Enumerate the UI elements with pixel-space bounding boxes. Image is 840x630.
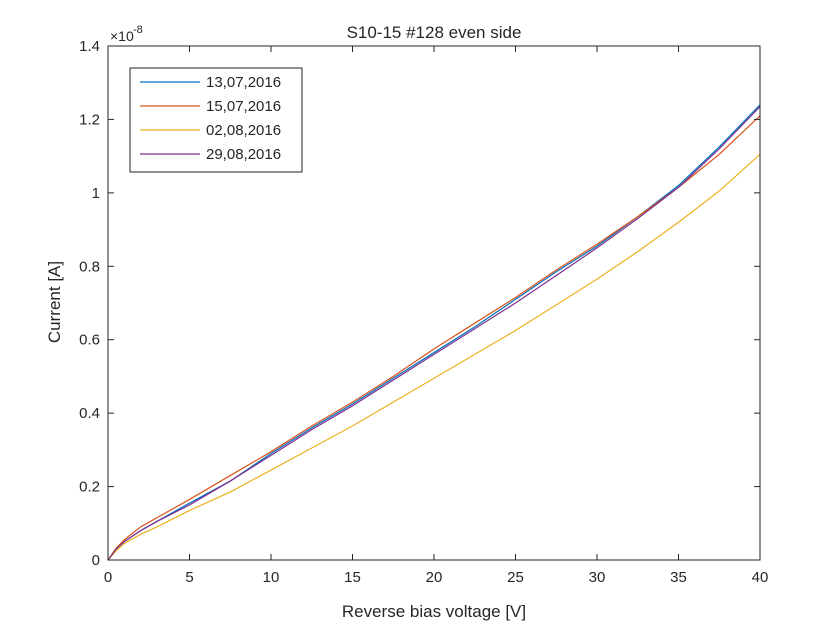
series-line-4 [107, 106, 761, 561]
legend: 13,07,2016 15,07,2016 02,08,2016 29,08,2016 [129, 67, 303, 173]
x-tick-label: 40 [752, 569, 769, 586]
axes-layer: 0 5 10 15 20 25 30 35 40 0 0.2 0.4 0.6 0.8 1 1.2 1.4 [79, 38, 768, 586]
legend-label-1: 13,07,2016 [206, 74, 281, 91]
y-tick-label: 1 [92, 185, 100, 202]
y-exponent-power: -8 [133, 24, 143, 36]
y-tick-label: 0.6 [79, 332, 100, 349]
x-tick-label: 20 [426, 569, 443, 586]
y-tick-label: 1.2 [79, 111, 100, 128]
x-axis-label: Reverse bias voltage [V] [342, 602, 526, 621]
x-tick-label: 30 [589, 569, 606, 586]
legend-label-2: 15,07,2016 [206, 98, 281, 115]
y-exponent-base: ×10 [110, 28, 134, 44]
legend-label-3: 02,08,2016 [206, 122, 281, 139]
y-tick-label: 0.2 [79, 479, 100, 496]
x-tick-label: 35 [670, 569, 687, 586]
x-tick-label: 0 [104, 569, 112, 586]
series-layer [107, 104, 761, 561]
y-axis-label: Current [A] [45, 261, 64, 343]
y-exponent-label: ×10 -8 [110, 24, 143, 44]
y-tick-label: 1.4 [79, 38, 100, 55]
y-tick-label: 0.8 [79, 258, 100, 275]
series-line-2 [107, 115, 761, 561]
legend-label-4: 29,08,2016 [206, 146, 281, 163]
legend-box [129, 67, 303, 173]
x-tick-label: 15 [344, 569, 361, 586]
chart-title: S10-15 #128 even side [347, 23, 522, 42]
series-line-1 [107, 104, 761, 561]
x-tick-label: 5 [185, 569, 193, 586]
x-tick-label: 25 [507, 569, 524, 586]
x-tick-label: 10 [263, 569, 280, 586]
y-tick-label: 0 [92, 552, 100, 569]
series-line-3 [107, 153, 761, 561]
y-tick-label: 0.4 [79, 405, 100, 422]
